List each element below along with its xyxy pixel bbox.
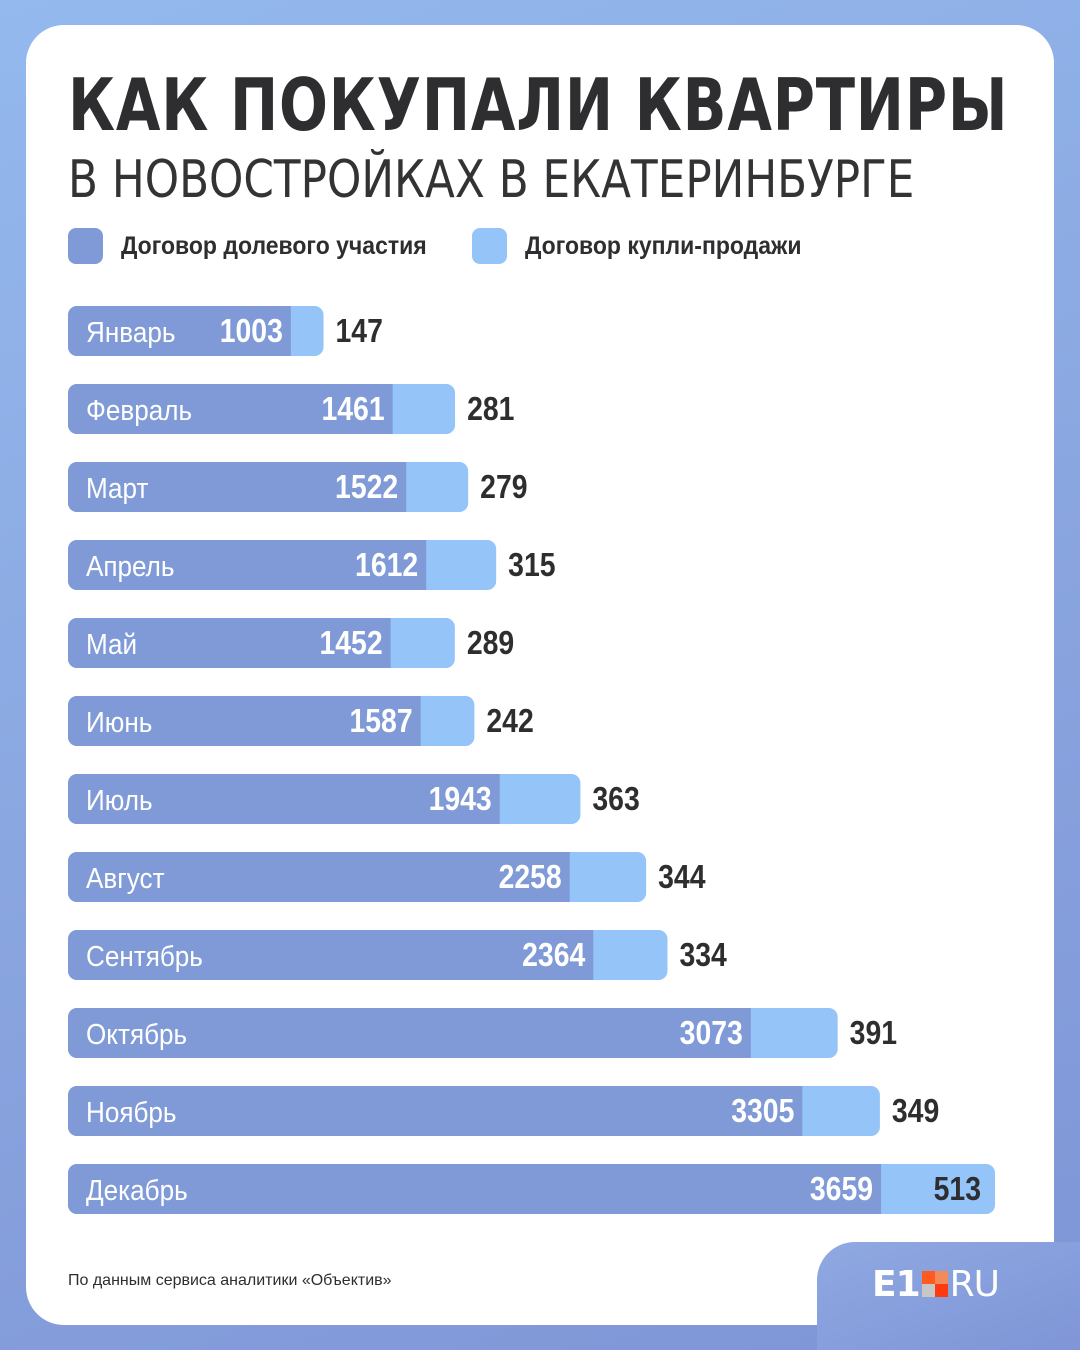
legend-label-purchase: Договор купли-продажи	[525, 231, 802, 260]
value-label-purchase: 513	[934, 1170, 981, 1208]
logo-suffix: RU	[949, 1263, 1000, 1305]
logo-square-q1	[921, 1271, 935, 1284]
legend-item-equity: Договор долевого участия	[68, 228, 453, 264]
chart-subtitle: В НОВОСТРОЙКАХ В ЕКАТЕРИНБУРГЕ	[68, 150, 915, 210]
value-label-equity: 1003	[220, 312, 283, 350]
value-label-equity: 1612	[355, 546, 418, 584]
value-label-purchase: 363	[592, 780, 639, 818]
value-label-equity: 1452	[320, 624, 383, 662]
value-label-equity: 1522	[335, 468, 398, 506]
value-label-equity: 3073	[680, 1014, 743, 1052]
category-label: Январь	[86, 316, 175, 349]
logo-square-icon	[921, 1271, 948, 1297]
value-label-purchase: 242	[486, 702, 533, 740]
category-label: Октябрь	[86, 1018, 187, 1051]
value-label-equity: 2258	[499, 858, 562, 896]
value-label-purchase: 281	[467, 390, 514, 428]
value-label-equity: 1587	[350, 702, 413, 740]
value-label-purchase: 279	[480, 468, 527, 506]
value-label-purchase: 344	[658, 858, 705, 896]
legend-label-equity: Договор долевого участия	[121, 231, 427, 260]
logo-square-q3	[921, 1284, 935, 1297]
category-label: Март	[86, 472, 149, 505]
source-note: По данным сервиса аналитики «Объектив»	[68, 1272, 392, 1289]
value-label-purchase: 391	[850, 1014, 897, 1052]
logo-text: E1	[872, 1263, 921, 1305]
chart-title: КАК ПОКУПАЛИ КВАРТИРЫ	[68, 63, 1009, 147]
category-label: Май	[86, 628, 137, 661]
bar-segment-equity	[68, 1008, 751, 1058]
category-label: Апрель	[86, 550, 175, 583]
legend-swatch-purchase	[472, 228, 507, 264]
logo-square-q4	[934, 1284, 948, 1297]
value-label-purchase: 334	[679, 936, 726, 974]
bar-segment-equity	[68, 930, 594, 980]
bar-segment-equity	[68, 696, 421, 746]
bar-segment-equity	[68, 1164, 882, 1214]
category-label: Июнь	[86, 706, 152, 739]
bar-segment-equity	[68, 306, 291, 356]
value-label-equity: 3305	[731, 1092, 794, 1130]
bar-segment-equity	[68, 618, 391, 668]
corner-notch	[817, 1242, 1080, 1350]
bar-segment-equity	[68, 774, 500, 824]
category-label: Февраль	[86, 394, 192, 427]
value-label-purchase: 147	[336, 312, 383, 350]
value-label-equity: 1461	[322, 390, 385, 428]
legend-item-purchase: Договор купли-продажи	[472, 228, 826, 264]
category-label: Август	[86, 862, 165, 895]
legend-swatch-equity	[68, 228, 103, 264]
value-label-purchase: 315	[508, 546, 555, 584]
category-label: Декабрь	[86, 1174, 188, 1207]
bar-segment-equity	[68, 540, 427, 590]
value-label-equity: 2364	[522, 936, 585, 974]
e1-logo: E1 RU	[872, 1263, 1000, 1305]
category-label: Ноябрь	[86, 1096, 177, 1129]
bar-segment-equity	[68, 462, 407, 512]
value-label-purchase: 289	[467, 624, 514, 662]
category-label: Сентябрь	[86, 940, 203, 973]
value-label-purchase: 349	[892, 1092, 939, 1130]
logo-square-q2	[934, 1271, 948, 1284]
bar-segment-equity	[68, 852, 570, 902]
value-label-equity: 1943	[429, 780, 492, 818]
bar-segment-equity	[68, 384, 393, 434]
bar-segment-equity	[68, 1086, 803, 1136]
value-label-equity: 3659	[810, 1170, 873, 1208]
category-label: Июль	[86, 784, 153, 817]
